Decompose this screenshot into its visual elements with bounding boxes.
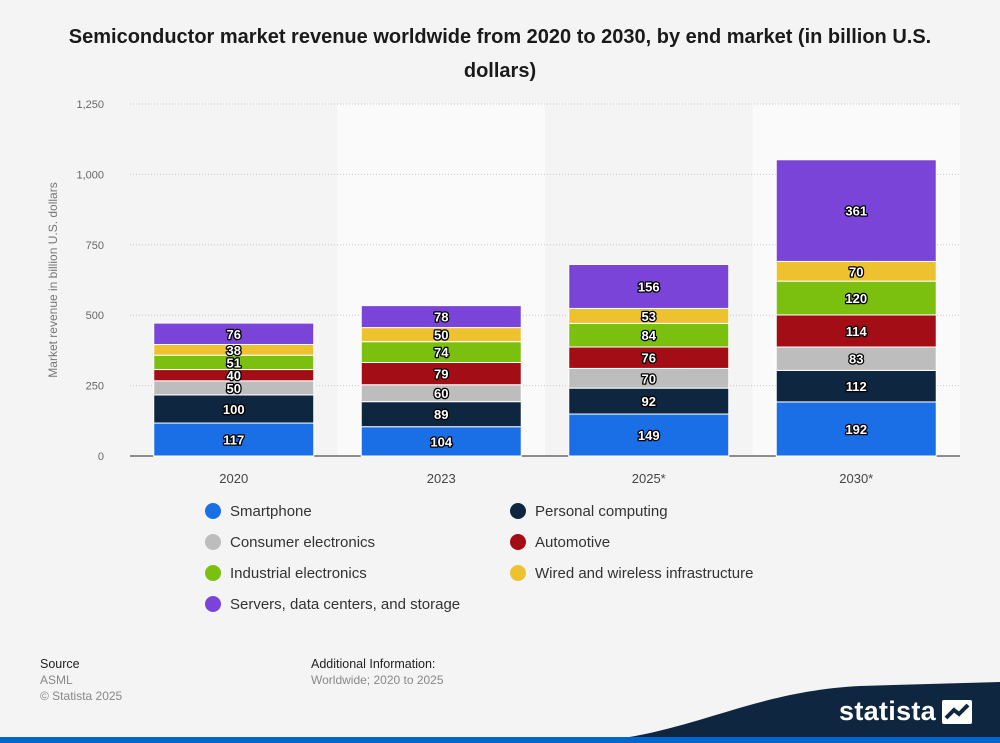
legend-dot-icon — [205, 534, 221, 550]
bar-segment — [775, 159, 937, 262]
data-label: 60 — [434, 386, 448, 401]
bar-segment — [775, 314, 937, 348]
y-tick-label: 1,000 — [76, 169, 104, 181]
source-block: Source ASML © Statista 2025 — [40, 656, 122, 704]
legend-label: Smartphone — [230, 502, 312, 520]
data-label: 50 — [434, 328, 448, 343]
data-label: 76 — [227, 327, 241, 342]
legend-dot-icon — [205, 503, 221, 519]
legend-dot-icon — [510, 565, 526, 581]
x-tick-label: 2023 — [427, 471, 456, 486]
data-label: 89 — [434, 407, 448, 422]
chart-legend: Smartphone Personal computing Consumer e… — [205, 500, 845, 615]
bar-segment — [568, 413, 730, 457]
data-label: 100 — [223, 402, 245, 417]
additional-info-block: Additional Information: Worldwide; 2020 … — [311, 656, 444, 688]
legend-dot-icon — [205, 565, 221, 581]
bar-segment — [568, 387, 730, 415]
data-label: 117 — [223, 433, 244, 448]
copyright-text: © Statista 2025 — [40, 689, 123, 703]
legend-label: Wired and wireless infrastructure — [535, 564, 754, 582]
y-tick-label: 750 — [86, 240, 104, 252]
data-label: 53 — [642, 309, 656, 324]
data-label: 70 — [849, 264, 863, 279]
data-label: 51 — [227, 355, 241, 370]
additional-info-text: Worldwide; 2020 to 2025 — [311, 673, 444, 687]
legend-label: Automotive — [535, 533, 611, 551]
data-label: 104 — [430, 434, 452, 449]
statista-logo-icon — [942, 699, 972, 724]
bar-segment — [568, 264, 730, 309]
legend-item-automotive[interactable]: Automotive — [510, 531, 840, 553]
data-label: 361 — [845, 204, 867, 219]
data-label: 74 — [434, 345, 449, 360]
data-label: 83 — [849, 352, 863, 367]
bar-segment — [153, 322, 315, 345]
legend-item-consumer-electronics[interactable]: Consumer electronics — [205, 531, 510, 553]
bar-segment — [360, 305, 522, 329]
source-name[interactable]: ASML — [40, 673, 73, 687]
data-label: 156 — [638, 279, 660, 294]
statista-logo[interactable]: statista — [839, 696, 972, 727]
brand-bar — [0, 737, 1000, 743]
x-tick-label: 2030* — [839, 471, 873, 486]
legend-item-wired-wireless-infrastructure[interactable]: Wired and wireless infrastructure — [510, 562, 840, 584]
y-tick-label: 0 — [98, 451, 104, 463]
y-tick-label: 250 — [86, 381, 104, 393]
statista-wordmark: statista — [839, 696, 936, 726]
data-label: 120 — [845, 291, 867, 306]
data-label: 70 — [642, 371, 656, 386]
legend-item-servers-data-centers[interactable]: Servers, data centers, and storage — [205, 593, 510, 615]
legend-label: Servers, data centers, and storage — [230, 595, 461, 613]
y-tick-label: 500 — [86, 310, 104, 322]
chart-area: 0 250 500 750 1,000 1,250 Market revenue in bi… — [46, 99, 960, 486]
x-tick-label: 2020 — [219, 471, 248, 486]
additional-info-heading: Additional Information: — [311, 657, 436, 671]
data-label: 92 — [642, 394, 656, 409]
legend-item-smartphone[interactable]: Smartphone — [205, 500, 510, 522]
data-label: 76 — [642, 351, 656, 366]
data-label: 38 — [227, 343, 241, 358]
legend-dot-icon — [205, 596, 221, 612]
y-axis-title: Market revenue in billion U.S. dollars — [46, 182, 60, 377]
source-heading: Source — [40, 657, 80, 671]
data-label: 112 — [846, 379, 867, 394]
data-label: 78 — [434, 310, 448, 325]
data-label: 114 — [846, 324, 868, 339]
legend-item-industrial-electronics[interactable]: Industrial electronics — [205, 562, 510, 584]
legend-label: Industrial electronics — [230, 564, 367, 582]
bar-segment — [775, 280, 937, 316]
legend-item-personal-computing[interactable]: Personal computing — [510, 500, 840, 522]
legend-label: Consumer electronics — [230, 533, 376, 551]
data-label: 50 — [227, 381, 241, 396]
data-label: 84 — [642, 328, 657, 343]
legend-label: Personal computing — [535, 502, 668, 520]
data-label: 149 — [638, 428, 660, 443]
chart-title: Semiconductor market revenue worldwide f… — [68, 26, 932, 82]
bar-segment — [775, 401, 937, 457]
brand-wave-shape — [560, 682, 1000, 743]
data-label: 79 — [434, 367, 448, 382]
y-tick-label: 1,250 — [76, 99, 104, 111]
legend-dot-icon — [510, 503, 526, 519]
data-label: 192 — [845, 422, 867, 437]
data-label: 40 — [227, 368, 241, 383]
x-tick-label: 2025* — [632, 471, 666, 486]
legend-dot-icon — [510, 534, 526, 550]
